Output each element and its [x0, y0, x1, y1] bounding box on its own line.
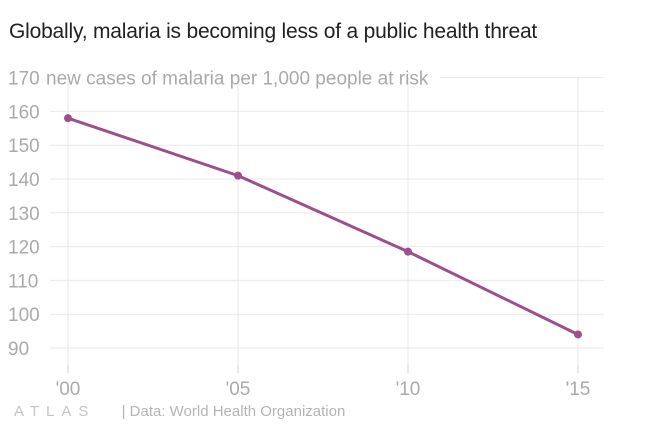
y-tick-label: 170 [8, 69, 40, 90]
x-tick-label: '10 [396, 379, 421, 400]
data-point [64, 114, 72, 123]
y-tick-label: 100 [8, 305, 40, 326]
data-point [404, 247, 412, 256]
series-line [66, 116, 580, 336]
y-tick-label: 130 [8, 204, 40, 225]
y-tick-label: 160 [8, 102, 40, 123]
atlas-logo: ATLAS [14, 403, 96, 420]
y-axis-ticks: 90 100 110 120 130 140 150 160 170 new cases of m… [8, 69, 429, 360]
data-point [234, 171, 242, 180]
x-tick-label: '05 [226, 379, 251, 400]
gridlines [50, 77, 604, 365]
y-tick-label: 90 [8, 339, 29, 360]
footer: ATLAS | Data: World Health Organization [14, 403, 345, 420]
y-tick-label: 110 [8, 271, 38, 292]
chart-title: Globally, malaria is becoming less of a … [9, 20, 538, 43]
x-tick-label: '15 [566, 379, 591, 400]
y-tick-label: 120 [8, 238, 40, 259]
y-tick-label: 150 [8, 136, 40, 157]
y-tick-label: 140 [8, 170, 40, 191]
data-point [574, 330, 582, 339]
y-axis-label: new cases of malaria per 1,000 people at… [46, 69, 429, 90]
series-layer [64, 114, 582, 339]
data-source: | Data: World Health Organization [121, 403, 346, 420]
x-axis-ticks: '00 '05 '10 '15 [56, 365, 591, 400]
x-tick-label: '00 [56, 379, 81, 400]
